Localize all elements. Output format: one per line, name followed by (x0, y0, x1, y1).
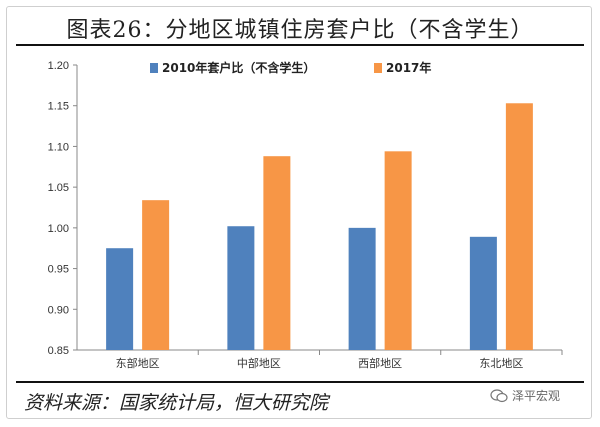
y-tick-label: 1.00 (48, 223, 69, 235)
legend-swatch (374, 63, 382, 73)
title-rule (16, 44, 584, 46)
y-tick-label: 1.15 (48, 101, 69, 113)
footer-rule (16, 381, 584, 383)
brand-mark: 泽平宏观 (490, 387, 560, 404)
bar-2010-4 (469, 236, 497, 350)
brand-name: 泽平宏观 (512, 389, 561, 403)
bar-2017-4 (505, 103, 533, 351)
bar-2017-1 (142, 200, 170, 350)
bar-2010-2 (227, 226, 255, 350)
y-tick-label: 0.95 (48, 264, 69, 276)
x-category-label: 中部地区 (237, 356, 281, 370)
y-tick-label: 1.05 (48, 182, 69, 194)
y-tick-label: 0.85 (48, 345, 69, 357)
wechat-icon (490, 388, 508, 402)
bar-2017-2 (263, 156, 291, 350)
source-note: 资料来源：国家统计局，恒大研究院 (24, 392, 329, 414)
legend-swatch (150, 63, 158, 73)
legend-label: 2017年 (386, 60, 431, 75)
bar-2010-1 (106, 248, 134, 350)
x-category-label: 东部地区 (116, 356, 160, 370)
figure-title: 图表26：分地区城镇住房套户比（不含学生） (66, 18, 534, 43)
figure-frame (6, 6, 592, 419)
x-category-label: 西部地区 (358, 356, 402, 370)
legend-label: 2010年套户比（不含学生） (162, 60, 315, 75)
bar-2010-3 (348, 227, 376, 350)
y-tick-label: 0.90 (48, 304, 69, 316)
y-tick-label: 1.10 (48, 141, 69, 153)
x-category-label: 东北地区 (479, 357, 523, 370)
bar-2017-3 (384, 151, 412, 350)
y-tick-label: 1.20 (48, 60, 69, 72)
